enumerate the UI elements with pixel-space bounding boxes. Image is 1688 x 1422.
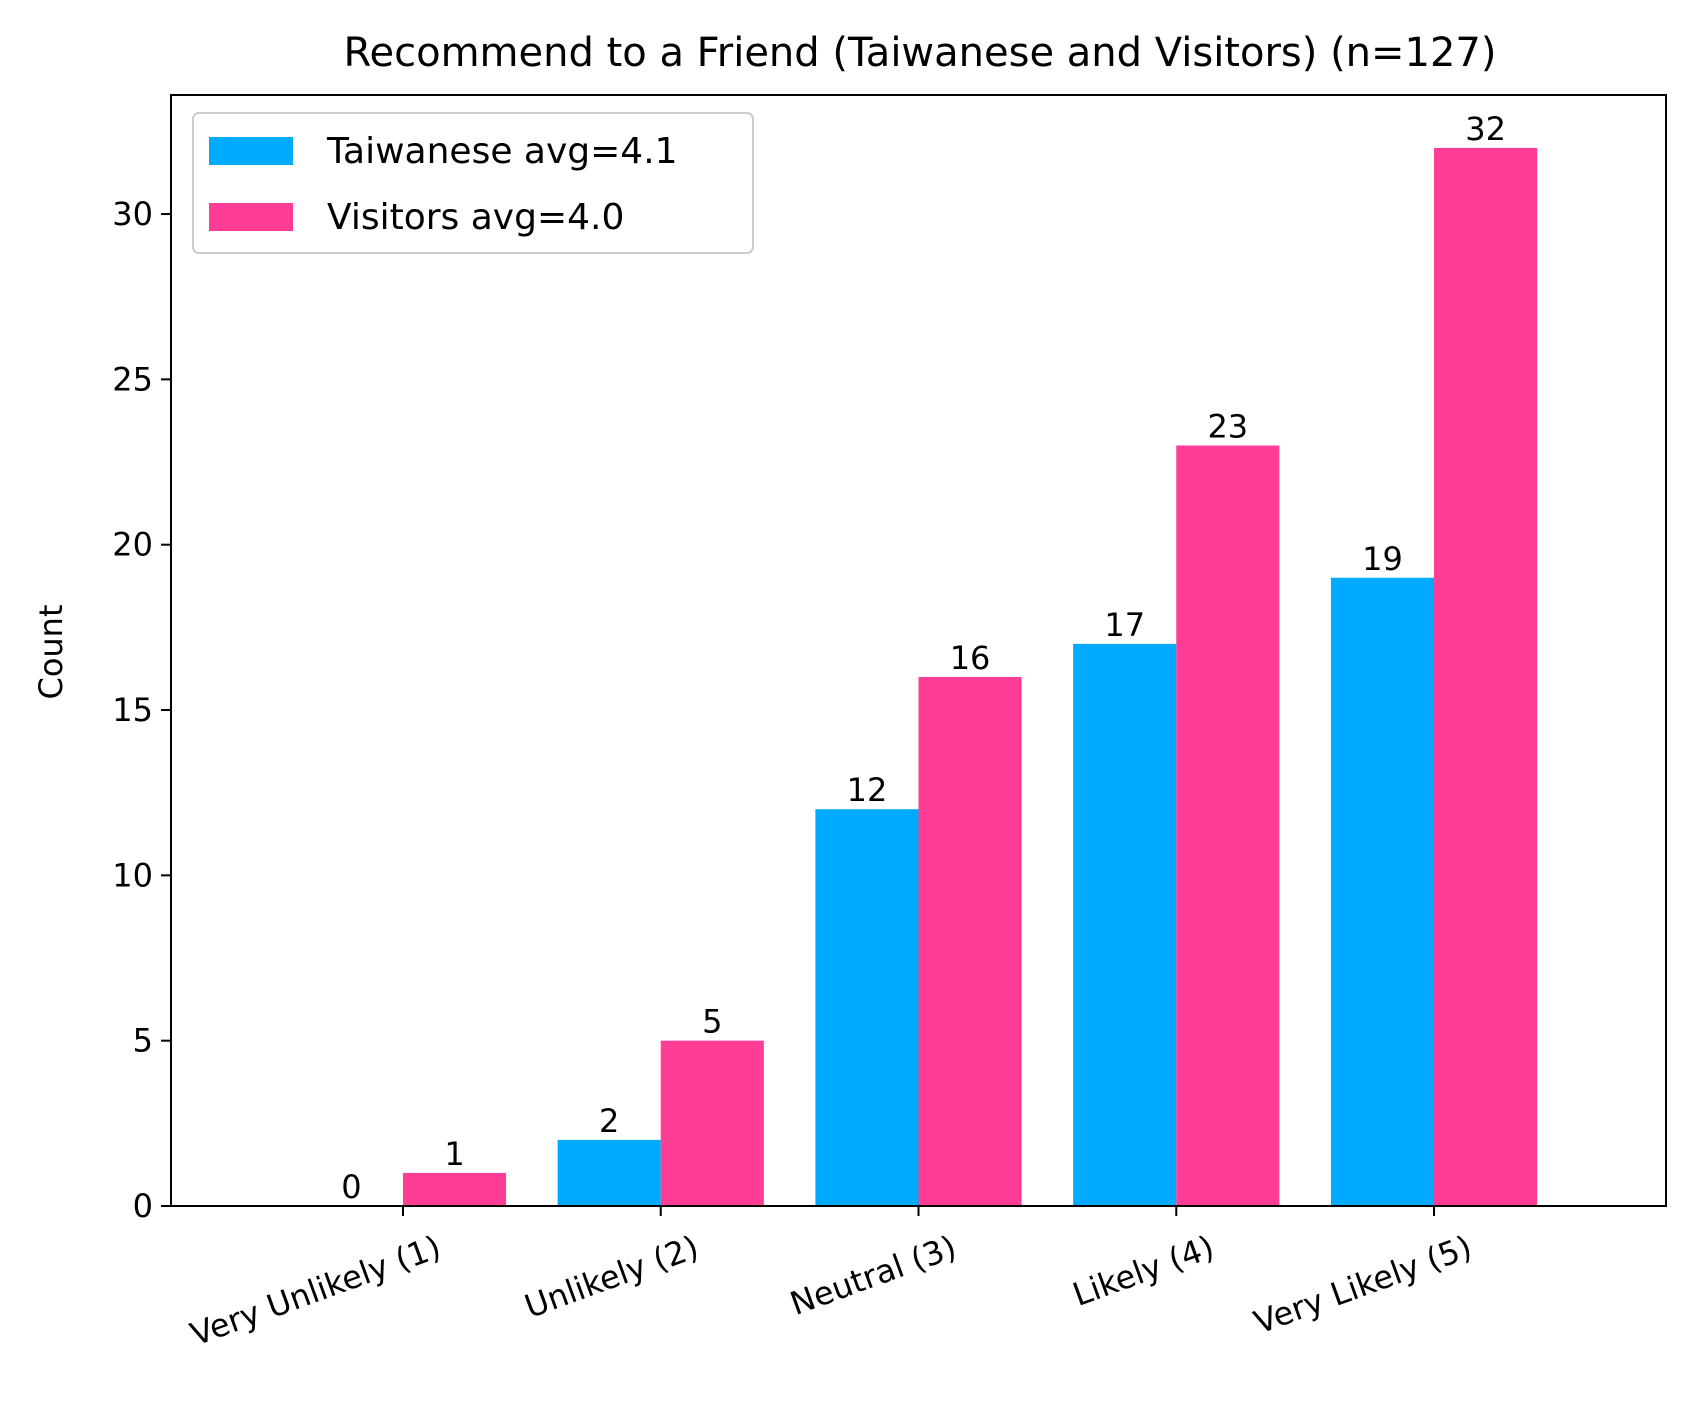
- data-label: 23: [1207, 407, 1248, 445]
- legend-frame: [192, 112, 754, 254]
- data-label: 0: [341, 1168, 361, 1206]
- data-label: 17: [1104, 606, 1145, 644]
- legend-swatch: [209, 137, 293, 165]
- legend-swatch: [209, 203, 293, 231]
- bar: [1330, 577, 1435, 1206]
- y-tick-label: 20: [112, 526, 153, 564]
- x-tick-label: Unlikely (2): [520, 1228, 704, 1326]
- y-tick-label: 30: [112, 195, 153, 233]
- bar: [1073, 643, 1177, 1206]
- legend-label: Taiwanese avg=4.1: [326, 131, 678, 172]
- chart-title: Recommend to a Friend (Taiwanese and Vis…: [344, 30, 1497, 76]
- bar: [557, 1139, 661, 1206]
- bar: [660, 1040, 764, 1206]
- data-label: 16: [950, 639, 991, 677]
- data-label: 2: [599, 1102, 619, 1140]
- data-label: 19: [1362, 540, 1403, 578]
- y-tick-label: 5: [133, 1022, 153, 1060]
- y-tick-label: 10: [112, 856, 153, 894]
- y-tick-label: 15: [112, 691, 153, 729]
- bar: [1176, 445, 1280, 1207]
- bar: [1434, 147, 1538, 1206]
- legend-label: Visitors avg=4.0: [327, 197, 624, 238]
- y-tick-label: 0: [133, 1187, 153, 1225]
- bar: [918, 676, 1022, 1206]
- x-tick-label: Neutral (3): [785, 1228, 961, 1323]
- x-tick-label: Very Likely (5): [1249, 1228, 1477, 1342]
- legend: Taiwanese avg=4.1 Visitors avg=4.0: [192, 112, 754, 254]
- data-label: 12: [847, 771, 888, 809]
- bar: [815, 809, 919, 1206]
- data-label: 5: [702, 1003, 722, 1041]
- y-tick-label: 25: [112, 360, 153, 398]
- data-label: 1: [444, 1135, 464, 1173]
- x-tick-label: Very Unlikely (1): [185, 1228, 445, 1354]
- bar: [402, 1172, 507, 1206]
- data-label: 32: [1465, 110, 1506, 148]
- x-tick-label: Likely (4): [1068, 1228, 1219, 1314]
- y-axis-label: Count: [32, 604, 70, 699]
